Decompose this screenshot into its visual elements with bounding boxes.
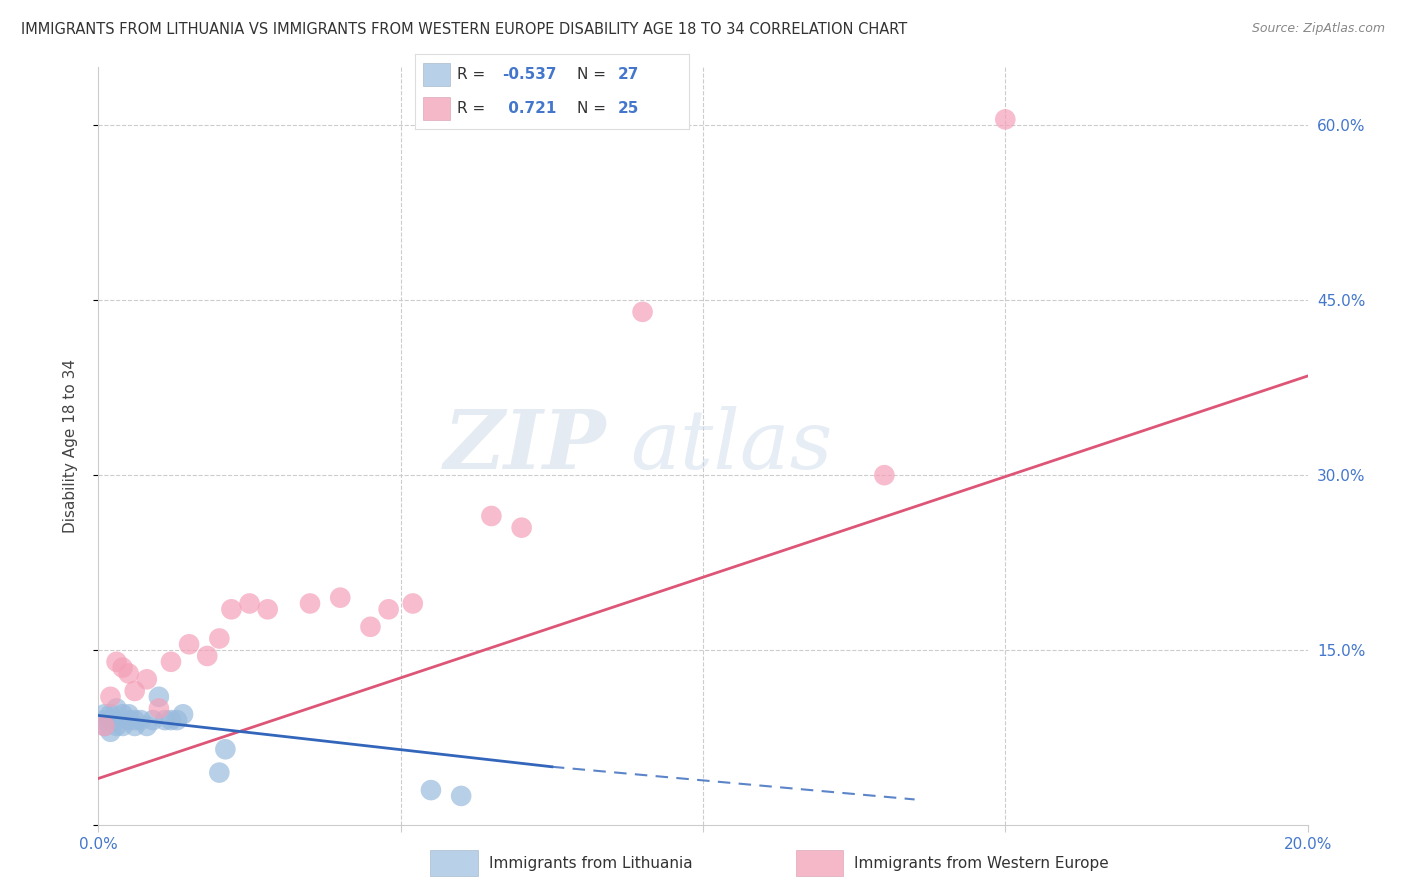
Point [208, 765, 231, 780]
Text: 25: 25 [617, 102, 640, 116]
Point [360, 620, 382, 634]
Point [221, 602, 243, 616]
Point [100, 707, 122, 722]
Point [160, 713, 183, 727]
Point [510, 521, 533, 535]
Point [105, 701, 128, 715]
Point [179, 637, 201, 651]
Text: N =: N = [576, 67, 606, 82]
Point [239, 597, 262, 611]
Point [148, 690, 170, 704]
Point [100, 724, 122, 739]
Point [93, 719, 115, 733]
Point [118, 713, 141, 727]
Point [105, 713, 128, 727]
Text: IMMIGRANTS FROM LITHUANIA VS IMMIGRANTS FROM WESTERN EUROPE DISABILITY AGE 18 TO: IMMIGRANTS FROM LITHUANIA VS IMMIGRANTS … [21, 22, 907, 37]
Point [93, 713, 115, 727]
Text: atlas: atlas [630, 406, 832, 486]
Point [377, 602, 399, 616]
Point [93, 707, 115, 722]
Text: R =: R = [457, 67, 485, 82]
Text: Immigrants from Western Europe: Immigrants from Western Europe [855, 855, 1109, 871]
Point [329, 591, 352, 605]
Text: Source: ZipAtlas.com: Source: ZipAtlas.com [1251, 22, 1385, 36]
Point [135, 673, 157, 687]
Bar [423, 63, 450, 87]
Point [100, 690, 122, 704]
Point [994, 112, 1017, 127]
Point [195, 648, 218, 663]
Point [166, 713, 188, 727]
Point [153, 713, 176, 727]
Point [256, 602, 278, 616]
Point [124, 719, 146, 733]
Point [450, 789, 472, 803]
Text: 27: 27 [617, 67, 640, 82]
Point [873, 468, 896, 483]
Point [111, 660, 134, 674]
Point [118, 707, 141, 722]
Point [105, 655, 128, 669]
Point [160, 655, 183, 669]
Point [93, 719, 115, 733]
Point [631, 305, 654, 319]
Text: N =: N = [576, 102, 606, 116]
Point [124, 713, 146, 727]
Y-axis label: Disability Age 18 to 34: Disability Age 18 to 34 [63, 359, 77, 533]
Text: 0.721: 0.721 [502, 102, 555, 116]
Point [208, 632, 231, 646]
Point [214, 742, 236, 756]
Text: -0.537: -0.537 [502, 67, 557, 82]
Text: ZIP: ZIP [444, 406, 606, 486]
Point [135, 719, 157, 733]
Point [100, 713, 122, 727]
Text: Immigrants from Lithuania: Immigrants from Lithuania [489, 855, 692, 871]
Point [402, 597, 425, 611]
Point [420, 783, 443, 797]
Point [481, 508, 503, 523]
Point [111, 707, 134, 722]
Point [105, 719, 128, 733]
Text: R =: R = [457, 102, 485, 116]
Point [148, 701, 170, 715]
Point [129, 713, 152, 727]
Bar [430, 850, 478, 876]
Point [111, 719, 134, 733]
Point [124, 684, 146, 698]
Point [118, 666, 141, 681]
Point [142, 713, 165, 727]
Bar [423, 97, 450, 120]
Bar [796, 850, 844, 876]
Point [172, 707, 194, 722]
Point [299, 597, 322, 611]
